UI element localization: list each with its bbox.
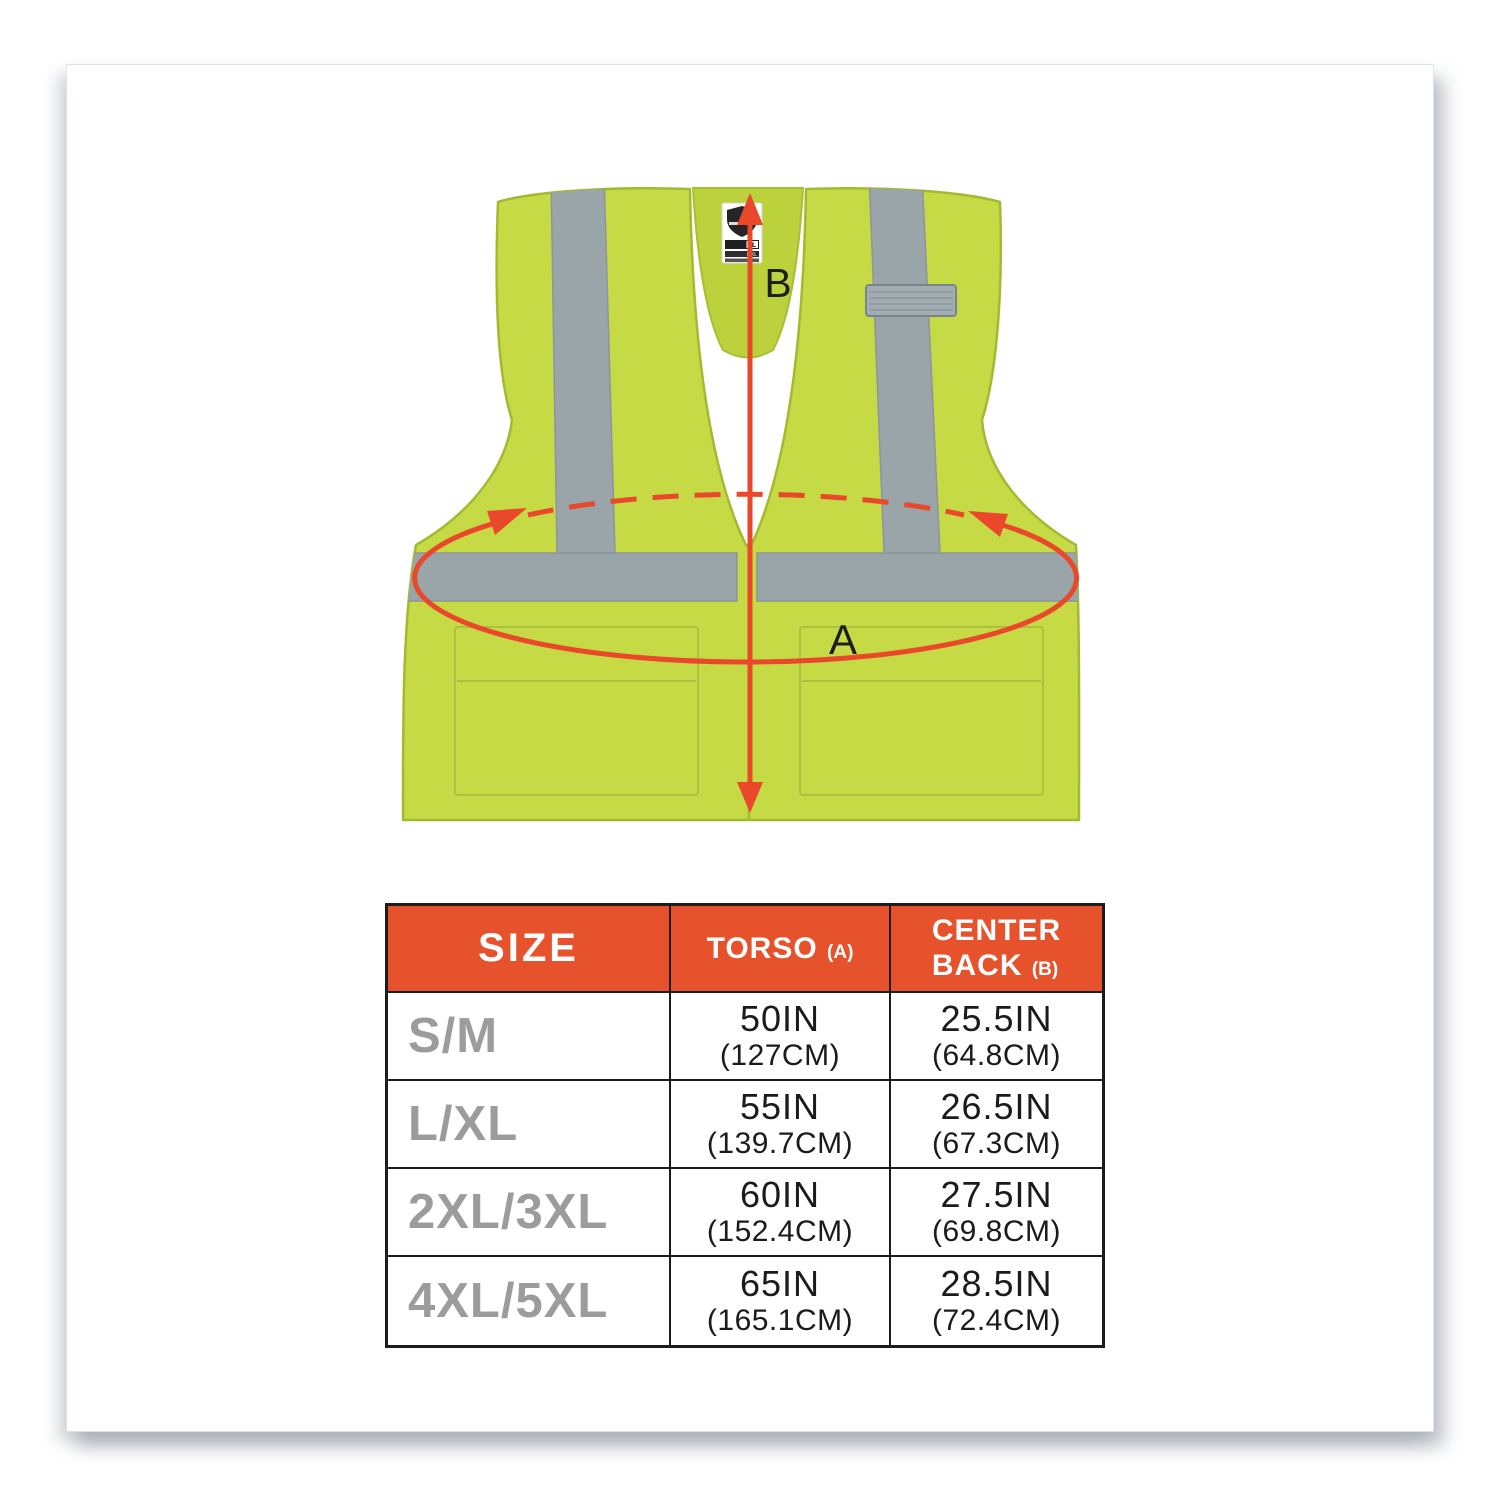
size-label: 2XL/3XL bbox=[408, 1185, 609, 1239]
size-cell-2xl3xl: 2XL/3XL bbox=[388, 1169, 671, 1257]
torso-cm: (127CM) bbox=[719, 1039, 841, 1073]
header-back-line1: CENTER bbox=[931, 914, 1062, 947]
torso-inches: 60IN bbox=[739, 1173, 821, 1215]
tag-bar-1 bbox=[725, 240, 759, 249]
back-cm: (67.3CM) bbox=[931, 1127, 1062, 1161]
ellipse-arrowhead-left bbox=[487, 508, 527, 535]
header-torso-label: TORSO bbox=[706, 931, 818, 965]
pocket-left bbox=[454, 626, 699, 796]
center-back-arrowhead-bottom bbox=[737, 782, 763, 813]
reflective-band-left bbox=[402, 552, 738, 602]
back-cell-lxl: 26.5IN (67.3CM) bbox=[891, 1081, 1102, 1169]
size-cell-lxl: L/XL bbox=[388, 1081, 671, 1169]
mic-tab bbox=[865, 284, 957, 317]
reflective-band-right bbox=[756, 552, 1080, 602]
back-inches: 25.5IN bbox=[940, 997, 1053, 1039]
label-b: B bbox=[764, 260, 791, 306]
back-inches: 26.5IN bbox=[940, 1085, 1053, 1127]
torso-inches: 50IN bbox=[739, 997, 821, 1039]
header-cell-center-back: CENTER BACK (B) bbox=[891, 906, 1102, 993]
size-cell-sm: S/M bbox=[388, 993, 671, 1081]
back-inches: 28.5IN bbox=[940, 1262, 1053, 1304]
header-back-sub: (B) bbox=[1031, 958, 1059, 980]
back-cm: (69.8CM) bbox=[931, 1215, 1062, 1249]
header-torso-sub: (A) bbox=[827, 941, 854, 963]
torso-inches: 65IN bbox=[739, 1262, 821, 1304]
torso-cell-sm: 50IN (127CM) bbox=[671, 993, 891, 1081]
back-cell-2xl3xl: 27.5IN (69.8CM) bbox=[891, 1169, 1102, 1257]
label-a: A bbox=[829, 616, 857, 663]
tag-bar-3 bbox=[725, 258, 759, 262]
size-cell-4xl5xl: 4XL/5XL bbox=[388, 1257, 671, 1345]
torso-cm: (152.4CM) bbox=[706, 1215, 854, 1249]
pocket-right bbox=[799, 626, 1044, 796]
torso-cell-2xl3xl: 60IN (152.4CM) bbox=[671, 1169, 891, 1257]
torso-cell-lxl: 55IN (139.7CM) bbox=[671, 1081, 891, 1169]
size-label: L/XL bbox=[408, 1097, 519, 1151]
header-size-label: SIZE bbox=[478, 926, 579, 970]
ellipse-arrowhead-right bbox=[968, 511, 1008, 537]
back-cell-4xl5xl: 28.5IN (72.4CM) bbox=[891, 1257, 1102, 1345]
header-cell-size: SIZE bbox=[388, 906, 671, 993]
torso-ellipse-dashed-arc bbox=[527, 491, 965, 518]
size-table: SIZE TORSO (A) CENTER BACK (B) S/M 50IN bbox=[385, 903, 1105, 1348]
torso-cell-4xl5xl: 65IN (165.1CM) bbox=[671, 1257, 891, 1345]
torso-ellipse-solid-arc bbox=[412, 516, 1080, 665]
back-inches: 27.5IN bbox=[940, 1173, 1053, 1215]
center-back-arrowhead-top bbox=[737, 193, 763, 225]
torso-cm: (165.1CM) bbox=[706, 1304, 854, 1338]
size-label: 4XL/5XL bbox=[408, 1274, 609, 1328]
tag-bar-2 bbox=[725, 251, 759, 257]
back-cell-sm: 25.5IN (64.8CM) bbox=[891, 993, 1102, 1081]
reflective-stripe-left bbox=[550, 188, 616, 554]
size-label: S/M bbox=[408, 1009, 499, 1063]
torso-inches: 55IN bbox=[739, 1085, 821, 1127]
back-cm: (72.4CM) bbox=[931, 1304, 1062, 1338]
header-cell-torso: TORSO (A) bbox=[671, 906, 891, 993]
header-back-line2: BACK bbox=[931, 948, 1023, 982]
back-cm: (64.8CM) bbox=[931, 1039, 1062, 1073]
torso-cm: (139.7CM) bbox=[706, 1127, 854, 1161]
